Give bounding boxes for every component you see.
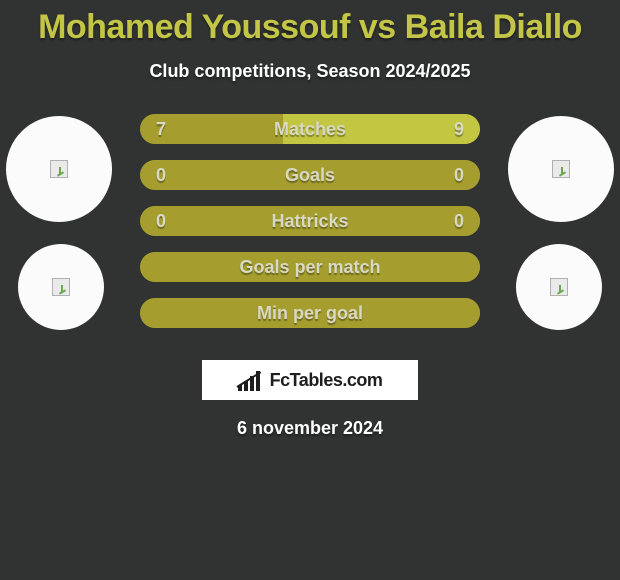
branding-badge: FcTables.com — [202, 360, 418, 400]
stat-bar-left-value: 0 — [156, 160, 166, 190]
subtitle: Club competitions, Season 2024/2025 — [0, 61, 620, 82]
player-right-avatar — [508, 116, 614, 222]
stat-bar-label: Hattricks — [140, 211, 480, 232]
stat-bar-right-value: 9 — [454, 114, 464, 144]
stat-bar-right-value: 0 — [454, 160, 464, 190]
stat-bar: Goals per match — [140, 252, 480, 282]
stat-bar: Min per goal — [140, 298, 480, 328]
stats-region: Matches79Goals00Hattricks00Goals per mat… — [0, 114, 620, 354]
player-left-avatar — [6, 116, 112, 222]
stat-bar-right-value: 0 — [454, 206, 464, 236]
stat-bar: Goals0 0 — [140, 160, 480, 190]
stat-bars: Matches79Goals00Hattricks00Goals per mat… — [140, 114, 480, 344]
stat-bar-label: Matches — [140, 119, 480, 140]
stat-bar-label: Min per goal — [140, 303, 480, 324]
stat-bar: Hattricks0 0 — [140, 206, 480, 236]
comparison-card: Mohamed Youssouf vs Baila Diallo Club co… — [0, 0, 620, 580]
club-left-avatar — [18, 244, 104, 330]
page-title: Mohamed Youssouf vs Baila Diallo — [0, 0, 620, 47]
stat-bar-left-value: 0 — [156, 206, 166, 236]
stat-bar-left-value: 7 — [156, 114, 166, 144]
image-placeholder-icon — [552, 160, 570, 178]
image-placeholder-icon — [50, 160, 68, 178]
image-placeholder-icon — [550, 278, 568, 296]
image-placeholder-icon — [52, 278, 70, 296]
stat-bar-label: Goals — [140, 165, 480, 186]
branding-text: FcTables.com — [270, 370, 383, 391]
bar-chart-icon — [238, 369, 264, 391]
club-right-avatar — [516, 244, 602, 330]
stat-bar-label: Goals per match — [140, 257, 480, 278]
stat-bar: Matches7 9 — [140, 114, 480, 144]
date-label: 6 november 2024 — [0, 418, 620, 439]
